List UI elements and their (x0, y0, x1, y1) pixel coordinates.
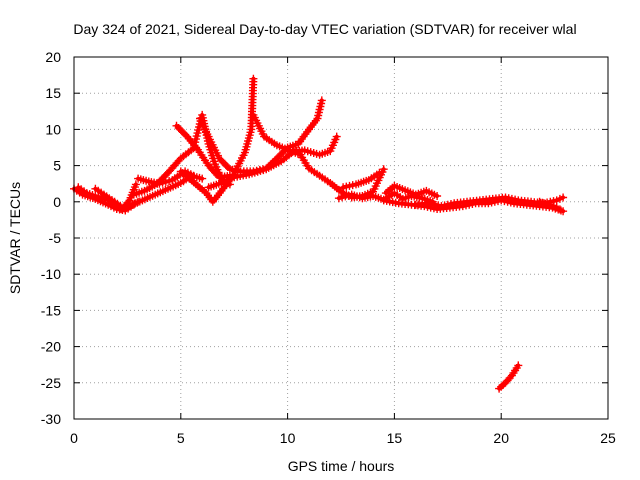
data-layer (70, 74, 568, 393)
series-arc-10 (204, 132, 341, 192)
series-markers (495, 361, 523, 393)
y-tick-label: 20 (45, 49, 61, 65)
x-tick-label: 25 (600, 430, 616, 446)
y-tick-label: 10 (45, 121, 61, 137)
series-arc-13 (334, 189, 437, 206)
y-tick-label: 15 (45, 85, 61, 101)
y-tick-label: -5 (49, 230, 62, 246)
y-tick-label: -15 (41, 302, 61, 318)
x-tick-label: 15 (387, 430, 403, 446)
y-tick-label: -30 (41, 411, 61, 427)
x-tick-label: 20 (493, 430, 509, 446)
series-markers (339, 168, 384, 192)
series-arc-14 (381, 181, 442, 200)
y-tick-label: 5 (53, 158, 61, 174)
x-tick-label: 10 (280, 430, 296, 446)
x-tick-label: 0 (70, 430, 78, 446)
series-markers (172, 121, 234, 182)
series-arc-18 (495, 361, 523, 393)
y-axis-label: SDTVAR / TECUs (7, 182, 23, 294)
series-arc-7 (172, 121, 234, 182)
y-tick-label: -10 (41, 266, 61, 282)
series-arc-12 (339, 168, 384, 192)
y-tick-label: -20 (41, 339, 61, 355)
series-arc-17 (535, 197, 568, 216)
series-markers (334, 189, 437, 206)
chart-title: Day 324 of 2021, Sidereal Day-to-day VTE… (73, 21, 576, 37)
series-markers (204, 132, 341, 192)
y-tick-label: 0 (53, 194, 61, 210)
y-tick-label: -25 (41, 375, 61, 391)
series-markers (381, 181, 442, 200)
x-tick-label: 5 (177, 430, 185, 446)
series-markers (535, 197, 568, 216)
axis-layer: 0 5 10 15 20 25 -30 -25 -20 -15 -10 -5 0 5 10 15 20 (41, 49, 616, 446)
grid-layer (74, 57, 608, 419)
x-axis-label: GPS time / hours (288, 458, 395, 474)
